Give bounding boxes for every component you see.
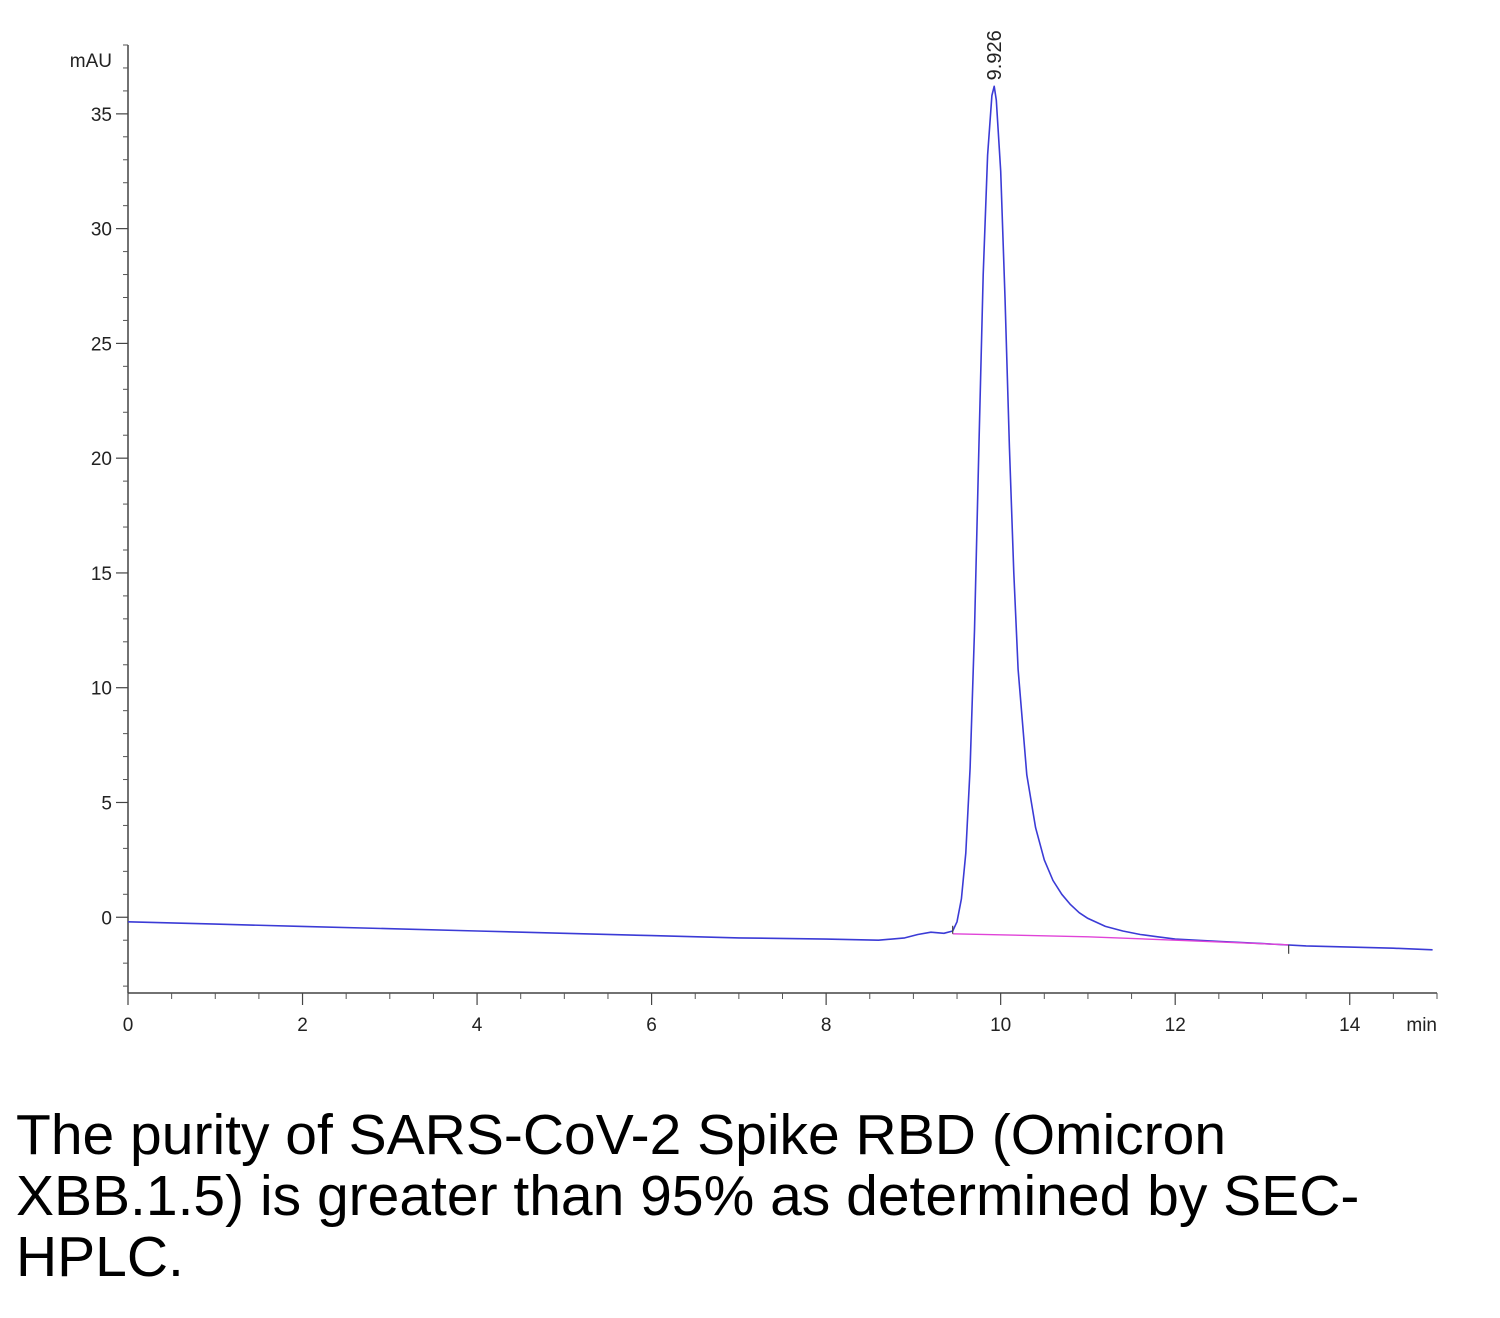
y-tick-label: 5	[101, 793, 112, 814]
y-axis-unit-label: mAU	[70, 51, 112, 72]
chart-axes: 0 5 10 15 20 25 30 35 0 2 4 6 8 10 12 14 mAU min	[70, 44, 1438, 1036]
x-tick-label: 14	[1339, 1015, 1361, 1036]
x-tick-label: 12	[1165, 1015, 1186, 1036]
y-tick-label: 25	[91, 334, 112, 355]
y-tick-label: 30	[91, 220, 112, 241]
x-tick-label: 4	[472, 1015, 483, 1036]
y-tick-label: 15	[91, 564, 112, 585]
y-tick-label: 35	[91, 105, 112, 126]
peak-retention-label: 9.926	[984, 30, 1006, 80]
x-tick-label: 2	[297, 1015, 308, 1036]
x-tick-label: 8	[821, 1015, 832, 1036]
y-tick-label: 10	[91, 679, 112, 700]
signal-trace	[127, 85, 1433, 951]
chart-series	[127, 85, 1433, 954]
y-tick-label: 20	[91, 449, 112, 470]
baseline-trace	[952, 933, 1289, 946]
chart-annotations: 9.926	[984, 30, 1006, 80]
x-axis-unit-label: min	[1406, 1015, 1437, 1036]
y-tick-label: 0	[101, 908, 112, 929]
x-tick-label: 0	[123, 1015, 134, 1036]
x-tick-label: 6	[646, 1015, 657, 1036]
chromatogram-chart: 0 5 10 15 20 25 30 35 0 2 4 6 8 10 12 14 mAU min 9.926	[70, 30, 1438, 1036]
x-tick-label: 10	[990, 1015, 1011, 1036]
figure-caption: The purity of SARS-CoV-2 Spike RBD (Omic…	[16, 1103, 1360, 1289]
